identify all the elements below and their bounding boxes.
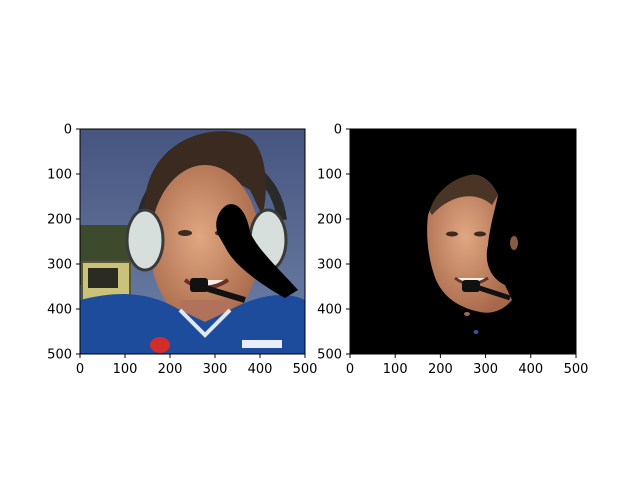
left-x-tick-label: 0 — [76, 362, 84, 377]
right-x-tick-label: 300 — [473, 362, 498, 377]
right-axis-ticks: 0 100 200 300 400 500 0 100 200 300 400 500 — [317, 123, 588, 378]
right-y-tick-label: 200 — [317, 213, 342, 228]
left-x-tick-label: 400 — [248, 362, 273, 377]
left-image-panel: 0 100 200 300 400 500 0 100 200 300 400 500 — [47, 123, 317, 378]
left-x-tick-label: 500 — [293, 362, 318, 377]
right-image — [350, 129, 576, 354]
right-y-tick-label: 0 — [334, 123, 342, 138]
right-x-tick-label: 100 — [383, 362, 408, 377]
right-y-tick-label: 400 — [317, 303, 342, 318]
left-image — [80, 129, 305, 354]
left-y-tick-label: 200 — [47, 213, 72, 228]
left-x-tick-label: 100 — [113, 362, 138, 377]
left-y-tick-label: 100 — [47, 168, 72, 183]
right-y-tick-label: 500 — [317, 348, 342, 363]
right-x-tick-label: 400 — [518, 362, 543, 377]
right-x-tick-label: 500 — [564, 362, 589, 377]
right-axes-frame — [349, 128, 577, 355]
left-y-tick-label: 400 — [47, 303, 72, 318]
left-y-tick-label: 500 — [47, 348, 72, 363]
left-axes-frame — [79, 128, 306, 355]
right-x-tick-label: 0 — [346, 362, 354, 377]
right-y-tick-label: 100 — [317, 168, 342, 183]
right-y-tick-label: 300 — [317, 258, 342, 273]
left-x-tick-label: 300 — [203, 362, 228, 377]
right-image-panel: 0 100 200 300 400 500 0 100 200 300 400 500 — [317, 123, 588, 378]
left-axis-ticks: 0 100 200 300 400 500 0 100 200 300 400 500 — [47, 123, 317, 378]
left-x-tick-label: 200 — [158, 362, 183, 377]
right-x-tick-label: 200 — [428, 362, 453, 377]
left-y-tick-label: 0 — [64, 123, 72, 138]
left-y-tick-label: 300 — [47, 258, 72, 273]
